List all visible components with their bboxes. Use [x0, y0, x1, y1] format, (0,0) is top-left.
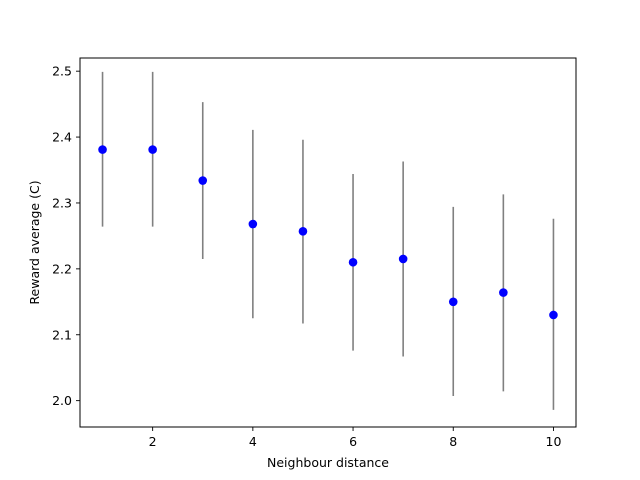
x-axis-label: Neighbour distance [267, 455, 389, 470]
data-point [248, 219, 258, 229]
y-tick-label: 2.5 [52, 64, 72, 79]
plot-frame [79, 57, 577, 428]
y-tick-label: 2.3 [52, 195, 72, 210]
y-tick-label: 2.2 [52, 261, 72, 276]
y-tick-label: 2.0 [52, 393, 72, 408]
x-tick-label: 10 [546, 434, 562, 449]
y-tick-label: 2.4 [52, 130, 72, 145]
x-tick-label: 2 [149, 434, 157, 449]
y-axis-ticks: 2.0 2.1 2.2 2.3 2.4 2.5 [52, 64, 80, 408]
data-point [98, 145, 107, 154]
x-tick-label: 8 [449, 434, 457, 449]
data-point [148, 145, 157, 154]
data-point [348, 257, 358, 267]
error-bars [101, 71, 555, 410]
data-points [98, 145, 558, 320]
data-point [198, 176, 208, 185]
data-point [398, 254, 408, 264]
data-point [549, 310, 558, 320]
data-point [499, 288, 508, 297]
data-point [298, 226, 308, 236]
x-axis-ticks: 2 4 6 8 10 [149, 427, 562, 449]
y-axis-label: Reward average (C) [27, 180, 42, 304]
data-point [448, 297, 458, 307]
y-tick-label: 2.1 [52, 327, 72, 342]
x-tick-label: 4 [249, 434, 257, 449]
x-tick-label: 6 [349, 434, 357, 449]
